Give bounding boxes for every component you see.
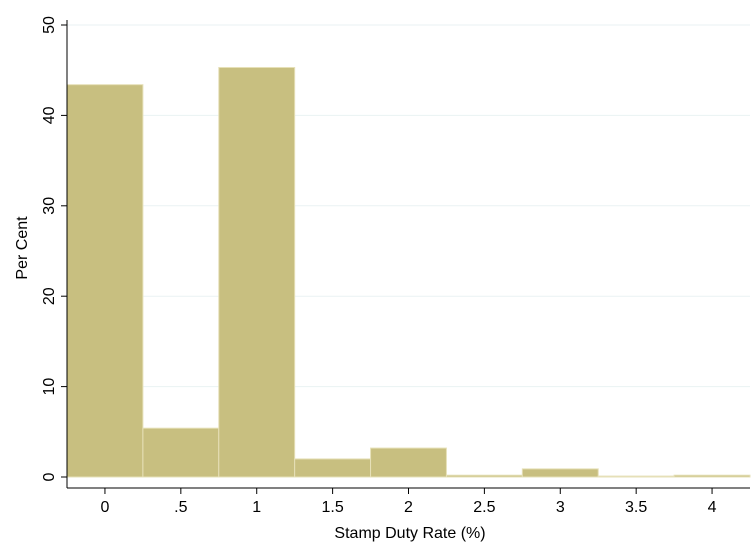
bar-1.5 [294, 458, 372, 478]
x-tick-label-2.5: 2.5 [473, 499, 495, 516]
bar-1 [218, 66, 296, 478]
gridlines [67, 24, 750, 388]
bars [66, 66, 751, 478]
bar-2 [370, 447, 447, 478]
y-tick-label-30: 30 [41, 197, 58, 215]
y-tick-label-10: 10 [41, 378, 58, 396]
y-tick-label-20: 20 [41, 287, 58, 305]
x-tick-label-0: 0 [100, 499, 109, 516]
bar-4 [673, 474, 751, 478]
x-tick-label-3: 3 [556, 499, 565, 516]
x-tick-label-1.5: 1.5 [321, 499, 343, 516]
x-axis-ticks: 0 .5 1 1.5 2 2.5 3 3.5 4 [100, 488, 717, 516]
y-tick-label-50: 50 [41, 16, 58, 34]
y-axis-ticks: 0 10 20 30 40 50 [41, 16, 67, 481]
x-tick-label-4: 4 [708, 499, 717, 516]
bar-3.5 [597, 475, 675, 478]
x-tick-label-2: 2 [404, 499, 413, 516]
bar-2.5 [445, 474, 523, 478]
bar-.5 [142, 427, 220, 478]
y-tick-label-0: 0 [41, 472, 58, 481]
x-tick-label-3.5: 3.5 [625, 499, 647, 516]
bar-0 [66, 84, 144, 478]
x-tick-label-1: 1 [252, 499, 261, 516]
y-axis-title: Per Cent [14, 216, 31, 280]
bar-3 [521, 468, 599, 478]
y-tick-label-40: 40 [41, 106, 58, 124]
x-axis-title: Stamp Duty Rate (%) [334, 525, 485, 542]
x-tick-label-.5: .5 [174, 499, 187, 516]
